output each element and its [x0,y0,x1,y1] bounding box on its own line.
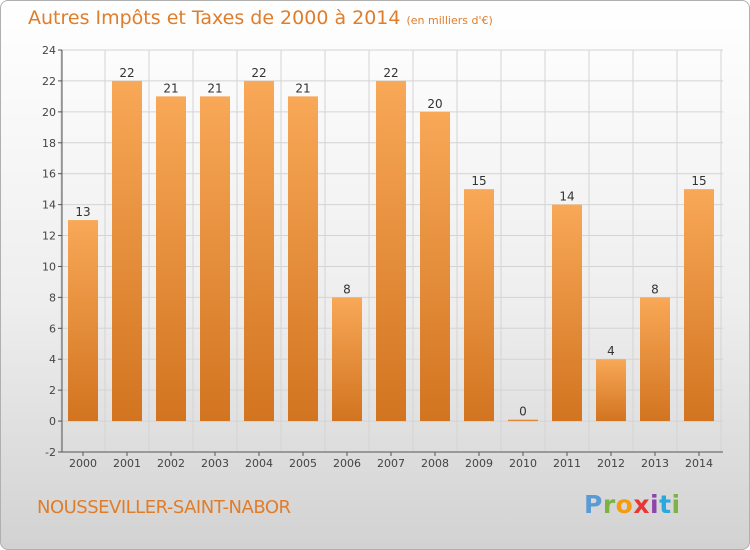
logo-letter: i [671,490,681,519]
logo-letter: i [650,490,660,519]
bar [376,80,406,422]
bar [68,220,98,422]
data-label: 15 [691,174,706,188]
y-tick-label: 6 [49,322,56,335]
y-tick-label: 12 [42,230,56,243]
y-tick-label: 14 [42,199,56,212]
y-tick-label: 2 [49,384,56,397]
logo-letter: x [633,490,650,519]
logo-letter: P [584,490,603,519]
bars: 13 22 21 21 22 21 8 22 20 15 0 14 4 8 15 [68,66,714,422]
x-tick-label: 2002 [157,457,185,470]
x-tick-label: 2005 [289,457,317,470]
data-label: 22 [119,66,134,80]
bar [288,96,318,422]
city-name: NOUSSEVILLER-SAINT-NABOR [37,497,291,518]
x-tick-label: 2004 [245,457,273,470]
chart-title: Autres Impôts et Taxes de 2000 à 2014 (en… [28,7,493,29]
x-tick-label: 2001 [113,457,141,470]
logo-letter: r [602,490,616,519]
y-tick-label: 20 [42,106,56,119]
y-tick-label: 18 [42,137,56,150]
bar [464,189,494,422]
y-tick-label: 16 [42,168,56,181]
bar [420,111,450,422]
x-tick-label: 2011 [553,457,581,470]
y-tick-label: 24 [42,44,56,57]
x-tick-label: 2006 [333,457,361,470]
x-tick-label: 2012 [597,457,625,470]
bar [244,80,274,422]
bar [684,189,714,422]
data-label: 21 [207,81,222,95]
bar [596,359,626,422]
y-tick-label: 8 [49,291,56,304]
x-tick-label: 2000 [69,457,97,470]
title-text: Autres Impôts et Taxes de 2000 à 2014 [28,7,401,29]
data-label: 8 [651,282,659,296]
x-tick-label: 2007 [377,457,405,470]
data-label: 22 [383,66,398,80]
x-tick-label: 2003 [201,457,229,470]
data-label: 20 [427,97,442,111]
x-tick-label: 2014 [685,457,713,470]
x-tick-label: 2013 [641,457,669,470]
y-tick-label: 10 [42,260,56,273]
y-tick-label: -2 [45,446,56,459]
bar [552,204,582,422]
bar [332,297,362,422]
bar [640,297,670,422]
logo-letter: t [659,490,672,519]
data-label: 15 [471,174,486,188]
y-tick-label: 4 [49,353,56,366]
bar [112,80,142,422]
x-tick-label: 2008 [421,457,449,470]
data-label: 0 [519,405,527,419]
data-label: 21 [295,81,310,95]
data-label: 14 [559,190,574,204]
unit-label: (en milliers d'€) [406,14,493,27]
x-tick-label: 2009 [465,457,493,470]
x-tick-label: 2010 [509,457,537,470]
data-label: 4 [607,344,615,358]
y-tick-label: 22 [42,75,56,88]
data-label: 13 [75,205,90,219]
bar [508,419,538,422]
bar [156,96,186,422]
proxiti-logo: Proxiti [584,490,681,519]
bar [200,96,230,422]
logo-letter: o [615,490,634,519]
data-label: 8 [343,282,351,296]
data-label: 21 [163,81,178,95]
data-label: 22 [251,66,266,80]
y-tick-label: 0 [49,415,56,428]
